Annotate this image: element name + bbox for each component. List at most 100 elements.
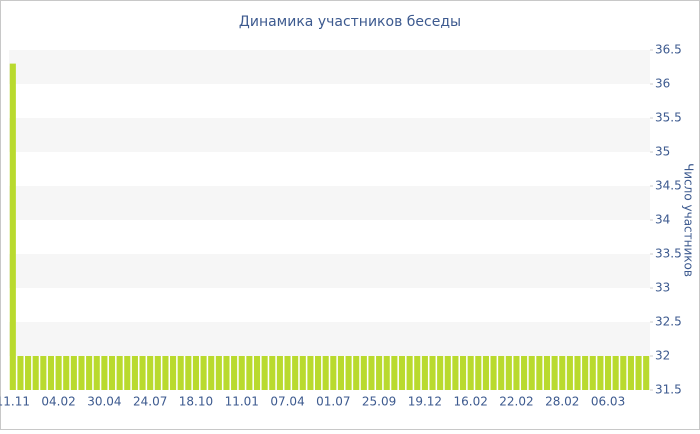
bar <box>139 356 146 390</box>
bar <box>32 356 39 390</box>
y-tick-label: 32.5 <box>655 315 682 329</box>
bar <box>528 356 535 390</box>
bar <box>223 356 230 390</box>
y-tick-label: 33 <box>655 281 670 295</box>
bar <box>185 356 192 390</box>
bar <box>86 356 93 390</box>
bar <box>551 356 558 390</box>
bar <box>284 356 291 390</box>
grid-band <box>9 118 650 152</box>
bar <box>101 356 108 390</box>
bar <box>63 356 70 390</box>
grid-band <box>9 254 650 288</box>
bar <box>475 356 482 390</box>
bar <box>246 356 253 390</box>
bar <box>116 356 123 390</box>
bar <box>597 356 604 390</box>
bar <box>482 356 489 390</box>
bar <box>307 356 314 390</box>
bar <box>620 356 627 390</box>
bar <box>17 356 24 390</box>
bar <box>498 356 505 390</box>
x-tick-label: 19.12 <box>408 395 442 409</box>
x-tick-label: 11.01 <box>225 395 259 409</box>
bar <box>429 356 436 390</box>
bar <box>360 356 367 390</box>
bar <box>70 356 77 390</box>
bar <box>437 356 444 390</box>
grid-bands <box>9 50 650 356</box>
y-tick-label: 34.5 <box>655 179 682 193</box>
y-tick-label: 35 <box>655 145 670 159</box>
x-tick-label: 22.02 <box>499 395 533 409</box>
bar <box>9 63 16 390</box>
bar <box>459 356 467 390</box>
bar <box>177 356 184 390</box>
bar <box>231 356 238 390</box>
bar <box>124 356 131 390</box>
y-axis-title: Число участников <box>682 163 696 277</box>
bar <box>513 356 520 390</box>
x-tick-label: 24.07 <box>133 395 167 409</box>
y-tick-label: 34 <box>655 213 670 227</box>
bar <box>40 356 47 390</box>
bar <box>345 356 352 390</box>
y-tick-label: 35.5 <box>655 111 682 125</box>
bar <box>589 356 596 390</box>
bar <box>521 356 528 390</box>
bar <box>162 356 169 390</box>
bar <box>414 356 421 390</box>
bar <box>192 356 200 390</box>
bar <box>55 356 62 390</box>
x-tick-label: 25.09 <box>362 395 396 409</box>
bar <box>78 356 85 390</box>
bar <box>559 356 566 390</box>
bar <box>353 356 360 390</box>
bar <box>276 356 283 390</box>
bar <box>208 356 215 390</box>
grid-band <box>9 186 650 220</box>
bar <box>543 356 551 390</box>
x-tick-label: 11.11 <box>0 395 30 409</box>
bar <box>505 356 512 390</box>
bar <box>25 356 32 390</box>
bar <box>170 356 177 390</box>
bar <box>421 356 428 390</box>
y-tick-label: 31.5 <box>655 383 682 397</box>
bar <box>536 356 543 390</box>
bar <box>269 356 276 390</box>
bar <box>582 356 589 390</box>
bar <box>154 356 161 390</box>
grid-band <box>9 50 650 84</box>
bar <box>108 356 116 390</box>
bar <box>330 356 337 390</box>
bar <box>93 356 100 390</box>
bar <box>643 356 650 390</box>
bar <box>376 356 383 390</box>
x-tick-label: 06.03 <box>591 395 625 409</box>
bar <box>238 356 245 390</box>
bar <box>406 356 413 390</box>
x-tick-label: 28.02 <box>545 395 579 409</box>
y-tick-label: 36 <box>655 77 670 91</box>
bar <box>627 356 634 390</box>
x-tick-label: 16.02 <box>453 395 487 409</box>
bar <box>253 356 261 390</box>
bar <box>337 356 344 390</box>
bar <box>444 356 451 390</box>
bar <box>368 356 375 390</box>
bar <box>490 356 497 390</box>
grid-band <box>9 322 650 356</box>
bar <box>612 356 619 390</box>
bar <box>398 356 406 390</box>
bar <box>635 356 642 390</box>
bar <box>315 356 322 390</box>
bar <box>147 356 154 390</box>
y-tick-label: 33.5 <box>655 247 682 261</box>
bar <box>322 356 329 390</box>
bar <box>467 356 474 390</box>
bar <box>292 356 299 390</box>
bar <box>391 356 398 390</box>
bar <box>299 356 306 390</box>
